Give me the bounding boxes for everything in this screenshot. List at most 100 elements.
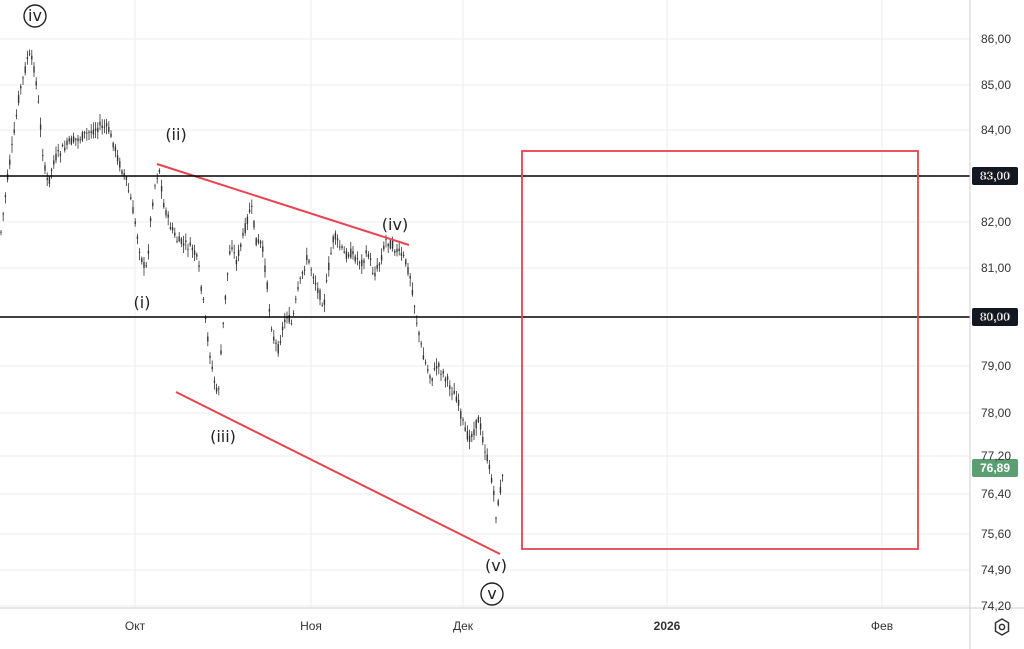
last-price-label: 76,89 [980,461,1010,475]
y-tick-label: 74,90 [981,563,1011,577]
candle-body [497,500,499,505]
channel-upper-line [156,163,410,246]
candle-body [90,131,92,133]
candle-body [224,295,227,300]
candle-body [61,144,64,147]
candle-body [462,419,464,421]
candle-body [358,262,361,264]
candle-body [416,322,418,324]
candle-body [312,276,315,279]
candle-body [303,269,306,271]
target-rectangle [521,150,919,550]
wave-label: (v) [485,556,507,575]
candle-body [149,218,152,222]
candle-body [86,132,88,134]
candle-body [479,423,482,430]
candle-body [132,207,134,214]
candle-body [444,378,447,382]
candle-body [473,429,475,435]
candle-body [200,286,202,291]
candle-body [442,371,444,374]
candle-body [112,142,114,148]
candle-body [387,244,389,247]
candle-body [246,216,249,224]
candle-body [424,362,427,364]
candle-body [299,277,301,279]
candle-body [270,328,273,330]
y-tick-label: 85,00 [981,78,1011,92]
candle-body [28,53,31,55]
candle-body [165,210,167,216]
candle-body [482,437,484,443]
wave-label: (iv) [382,215,408,234]
candle-body [332,236,334,243]
candle-body [308,260,310,263]
y-tick-label: 75,60 [981,527,1011,541]
candle-body [119,161,121,168]
candle-body [488,464,491,470]
candle-body [429,375,431,379]
candle-body [143,262,145,268]
candle-body [20,86,22,89]
candle-body [431,378,433,381]
candle-body [301,271,304,274]
candle-body [440,373,442,375]
wave-label: v [487,584,496,603]
y-tick-label: 82,00 [981,215,1011,229]
candle-body [50,169,53,171]
candle-body [213,380,216,383]
candle-body [218,388,220,390]
candle-body [191,247,194,251]
candle-body [64,147,66,151]
candle-body [101,125,103,129]
candle-body [72,136,75,142]
candle-body [484,451,486,453]
candle-body [284,319,286,323]
candle-body [422,355,425,360]
candle-body [446,376,449,380]
candle-body [160,186,163,192]
candle-body [361,259,363,267]
horizontal-levels: 83,00 80,00 76,89 [0,167,1018,477]
candle-body [493,490,495,495]
candle-body [240,244,242,247]
y-tick-label: 84,00 [981,123,1011,137]
candle-body [171,227,174,231]
settings-gear-icon[interactable] [990,615,1014,639]
candle-body [108,126,110,132]
candle-body [407,267,409,274]
candle-body [413,306,416,308]
candle-body [394,250,396,253]
candle-body [323,299,326,305]
candle-body [42,155,44,157]
candle-body [418,332,420,336]
candle-body [398,248,400,251]
candle-body [66,140,68,145]
candle-body [391,240,394,249]
candle-body [92,129,95,135]
candle-body [26,57,29,60]
candle-body [187,248,189,250]
level-badge-label: 80,00 [980,310,1010,324]
candle-body [202,299,205,301]
candle-body [176,240,178,242]
candle-body [471,433,473,437]
candle-body [75,138,77,140]
candle-body [372,272,374,274]
candle-body [178,236,180,242]
candle-body [306,255,308,261]
candle-body [420,343,422,345]
candle-body [255,238,257,246]
candle-body [433,368,436,370]
candle-body [169,226,172,230]
candle-body [453,390,455,394]
candle-body [325,280,328,282]
candle-body [262,246,264,252]
candle-body [376,264,378,269]
candle-body [97,127,99,133]
candle-body [290,323,293,325]
candle-body [94,128,97,131]
candle-body [110,133,112,137]
candle-body [486,454,488,462]
